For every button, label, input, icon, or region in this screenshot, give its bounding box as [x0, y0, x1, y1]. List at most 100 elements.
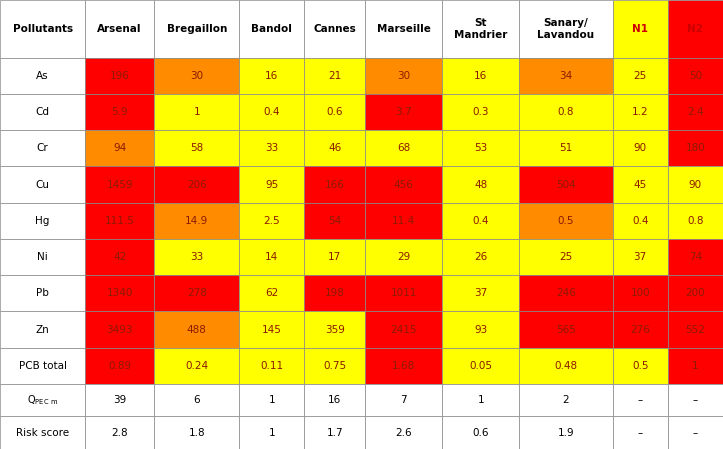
Bar — [154, 312, 239, 348]
Text: 16: 16 — [474, 71, 487, 81]
Bar — [442, 312, 519, 348]
Bar — [239, 275, 304, 312]
Bar — [365, 167, 442, 202]
Text: 1: 1 — [194, 107, 200, 117]
Bar — [442, 0, 519, 57]
Text: 111.5: 111.5 — [105, 216, 134, 226]
Bar — [519, 0, 612, 57]
Bar — [519, 275, 612, 312]
Text: 145: 145 — [262, 325, 282, 335]
Bar — [668, 94, 723, 130]
Text: 0.05: 0.05 — [469, 361, 492, 371]
Bar — [85, 94, 154, 130]
Bar — [668, 275, 723, 312]
Text: 42: 42 — [113, 252, 127, 262]
Bar — [612, 275, 668, 312]
Bar — [304, 312, 365, 348]
Text: 1011: 1011 — [390, 288, 417, 298]
Text: 90: 90 — [633, 143, 647, 153]
Text: 276: 276 — [630, 325, 650, 335]
Text: Pollutants: Pollutants — [12, 24, 73, 34]
Text: 53: 53 — [474, 143, 487, 153]
Text: 180: 180 — [685, 143, 705, 153]
Bar — [304, 130, 365, 167]
Text: 7: 7 — [401, 395, 407, 405]
Bar — [442, 239, 519, 275]
Text: 90: 90 — [689, 180, 702, 189]
Bar — [442, 57, 519, 94]
Bar — [85, 202, 154, 239]
Bar — [304, 167, 365, 202]
Bar — [365, 348, 442, 384]
Bar — [0, 239, 85, 275]
Text: 94: 94 — [113, 143, 127, 153]
Bar — [304, 348, 365, 384]
Bar — [668, 312, 723, 348]
Bar — [612, 130, 668, 167]
Text: 3.7: 3.7 — [395, 107, 412, 117]
Text: 5.9: 5.9 — [111, 107, 128, 117]
Bar — [85, 348, 154, 384]
Bar — [85, 417, 154, 449]
Bar — [668, 417, 723, 449]
Text: 0.11: 0.11 — [260, 361, 283, 371]
Bar — [519, 348, 612, 384]
Bar — [85, 239, 154, 275]
Bar — [519, 239, 612, 275]
Bar — [442, 202, 519, 239]
Bar — [442, 348, 519, 384]
Bar — [442, 275, 519, 312]
Text: 93: 93 — [474, 325, 487, 335]
Text: Ni: Ni — [37, 252, 48, 262]
Bar — [239, 348, 304, 384]
Bar — [154, 57, 239, 94]
Text: 34: 34 — [560, 71, 573, 81]
Bar — [304, 417, 365, 449]
Text: 39: 39 — [113, 395, 127, 405]
Bar — [612, 348, 668, 384]
Text: Cu: Cu — [35, 180, 50, 189]
Bar — [239, 384, 304, 417]
Text: 359: 359 — [325, 325, 345, 335]
Bar — [304, 0, 365, 57]
Bar — [239, 57, 304, 94]
Bar — [612, 417, 668, 449]
Text: 0.75: 0.75 — [323, 361, 346, 371]
Text: 166: 166 — [325, 180, 345, 189]
Text: 198: 198 — [325, 288, 345, 298]
Bar — [0, 130, 85, 167]
Text: 2.8: 2.8 — [111, 428, 128, 438]
Bar — [668, 384, 723, 417]
Bar — [85, 0, 154, 57]
Text: 1: 1 — [692, 361, 698, 371]
Text: 1: 1 — [477, 395, 484, 405]
Text: Cr: Cr — [37, 143, 48, 153]
Bar — [154, 417, 239, 449]
Text: 456: 456 — [394, 180, 414, 189]
Text: 51: 51 — [560, 143, 573, 153]
Bar — [442, 384, 519, 417]
Text: 54: 54 — [328, 216, 341, 226]
Text: 0.6: 0.6 — [473, 428, 489, 438]
Bar — [519, 384, 612, 417]
Text: 565: 565 — [556, 325, 576, 335]
Bar — [0, 94, 85, 130]
Bar — [304, 384, 365, 417]
Text: 0.89: 0.89 — [108, 361, 132, 371]
Bar — [239, 312, 304, 348]
Text: 14.9: 14.9 — [185, 216, 208, 226]
Bar — [612, 384, 668, 417]
Text: 14: 14 — [265, 252, 278, 262]
Bar — [154, 130, 239, 167]
Text: 0.4: 0.4 — [473, 216, 489, 226]
Text: 17: 17 — [328, 252, 341, 262]
Text: 6: 6 — [194, 395, 200, 405]
Bar — [154, 348, 239, 384]
Text: 0.3: 0.3 — [473, 107, 489, 117]
Text: 1.2: 1.2 — [632, 107, 649, 117]
Text: 0.4: 0.4 — [264, 107, 280, 117]
Text: Bandol: Bandol — [252, 24, 292, 34]
Text: 16: 16 — [265, 71, 278, 81]
Text: 1: 1 — [268, 428, 275, 438]
Bar — [0, 202, 85, 239]
